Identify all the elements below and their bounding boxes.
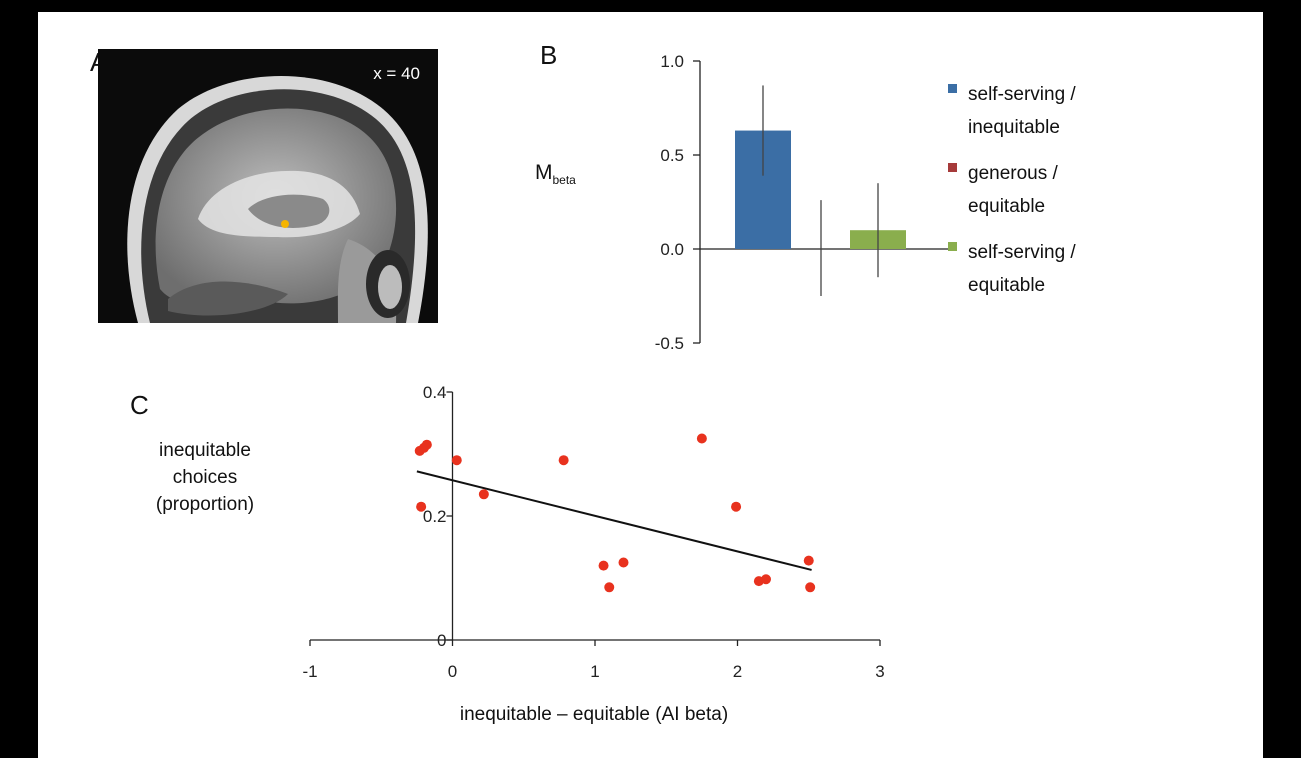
scatter-ylabel-line: inequitable [159, 440, 251, 461]
panel-label-c: C [130, 390, 149, 420]
legend-label-line1: generous / [968, 163, 1058, 184]
scatter-xlabel: inequitable – equitable (AI beta) [459, 704, 729, 725]
scatter-ylabel-line: (proportion) [155, 494, 255, 515]
scatter-x-tick-label: 3 [875, 662, 884, 681]
legend-label-line1: self-serving / [968, 242, 1076, 263]
scatter-chart: 0 0.2 0.4 -1 0 1 2 3 [302, 383, 884, 681]
scatter-x-tick-label: -1 [302, 662, 317, 681]
scatter-fit-line [416, 470, 812, 571]
bar-ylabel-main: M [535, 161, 553, 184]
scatter-x-tick-label: 2 [733, 662, 742, 681]
slice-coordinate-label: x = 40 [373, 64, 420, 83]
scatter-point [451, 455, 462, 466]
scatter-point [805, 582, 816, 593]
scatter-point [696, 433, 707, 444]
scatter-y-tick-label: 0.4 [423, 383, 447, 402]
legend-label-line2: equitable [968, 196, 1046, 217]
panel-label-b: B [540, 40, 558, 70]
bar-y-tick-label: 0.0 [660, 240, 684, 259]
scatter-point [558, 455, 569, 466]
bar-y-tick-label: 0.5 [660, 146, 684, 165]
legend-swatch-blue [948, 84, 957, 93]
scatter-ylabel: inequitable choices (proportion) [130, 437, 280, 518]
scatter-point [416, 501, 427, 512]
bar-y-tick-label: 1.0 [660, 52, 684, 71]
scatter-point [478, 489, 489, 500]
scatter-y-tick-label: 0 [437, 631, 446, 650]
scatter-point [421, 439, 432, 450]
legend-swatch-red [948, 163, 957, 172]
legend-label-line1: self-serving / [968, 84, 1076, 105]
legend-item-self-serving-inequitable: self-serving / inequitable [940, 78, 1190, 144]
scatter-point [598, 560, 609, 571]
bar-chart: 1.0 0.5 0.0 -0.5 [655, 52, 950, 353]
bar-chart-ylabel: Mbeta [535, 161, 576, 187]
scatter-point [761, 574, 771, 585]
scatter-y-tick-label: 0.2 [423, 507, 447, 526]
scatter-point [604, 582, 615, 593]
legend-item-self-serving-equitable: self-serving / equitable [940, 236, 1190, 302]
bar-y-tick-label: -0.5 [655, 334, 684, 353]
scatter-point [618, 557, 629, 568]
scatter-point [731, 501, 742, 512]
legend-label-line2: equitable [968, 275, 1046, 296]
scatter-x-tick-label: 0 [448, 662, 457, 681]
scatter-ylabel-line: choices [172, 467, 238, 488]
scatter-point [803, 555, 814, 566]
legend-label-line2: inequitable [968, 117, 1060, 138]
bar-ylabel-subscript: beta [552, 173, 576, 188]
brain-illustration [98, 49, 438, 323]
activation-marker [281, 220, 289, 228]
bar-chart-legend: self-serving / inequitable generous / eq… [940, 78, 1190, 315]
brain-image: x = 40 [98, 49, 438, 323]
legend-item-generous-equitable: generous / equitable [940, 157, 1190, 223]
legend-swatch-green [948, 242, 957, 251]
scatter-x-tick-label: 1 [590, 662, 599, 681]
